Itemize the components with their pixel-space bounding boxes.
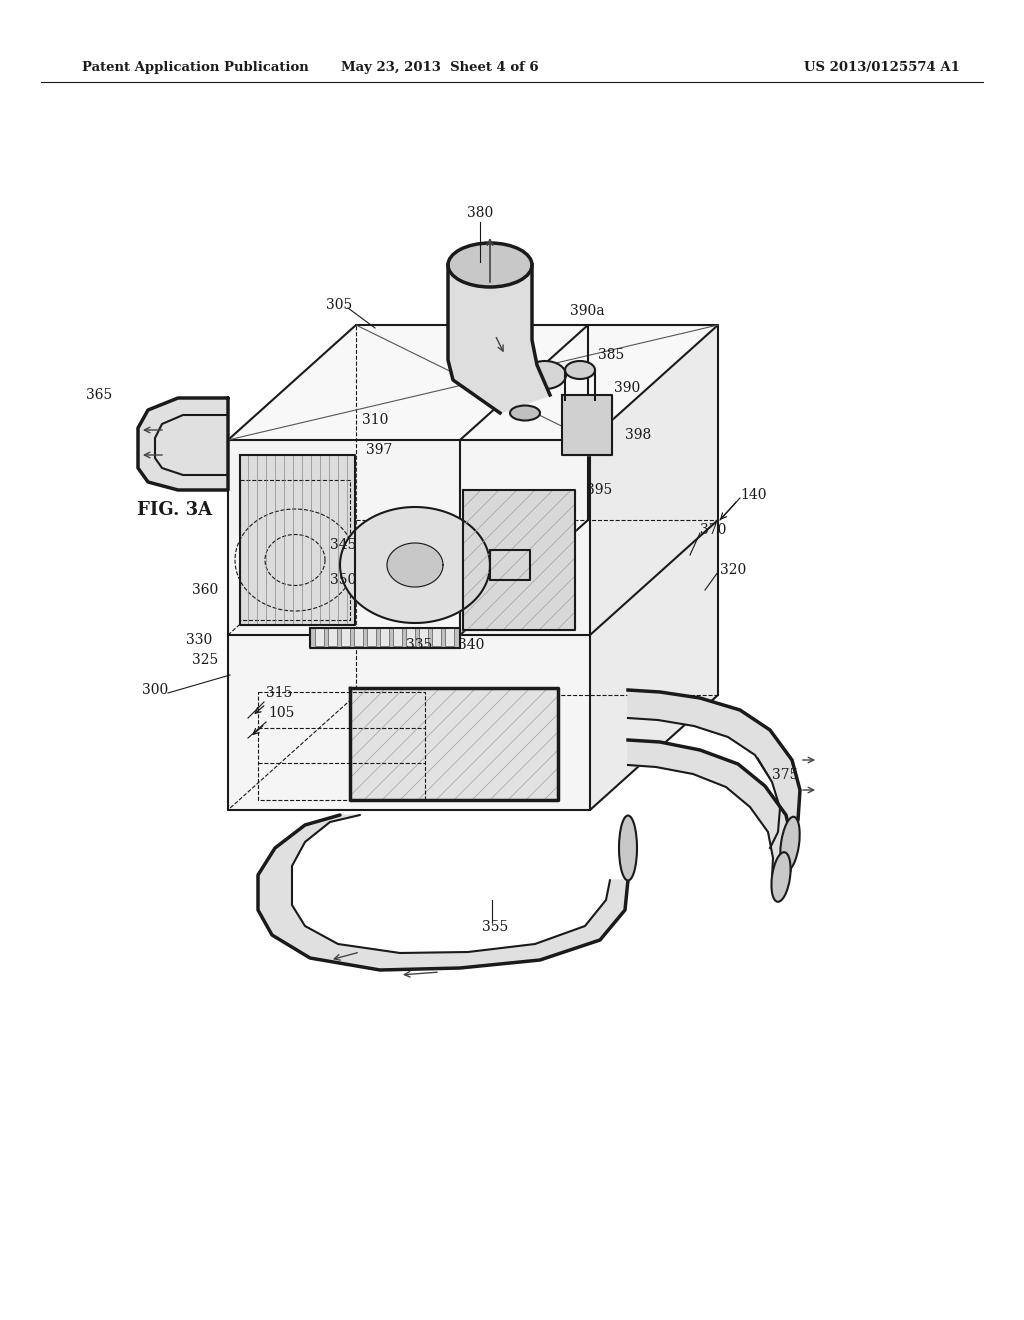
- Text: US 2013/0125574 A1: US 2013/0125574 A1: [804, 62, 961, 74]
- Polygon shape: [138, 399, 228, 490]
- Text: 105: 105: [268, 706, 294, 719]
- Polygon shape: [590, 325, 718, 810]
- Text: FIG. 3A: FIG. 3A: [137, 502, 213, 519]
- Polygon shape: [628, 690, 800, 847]
- Bar: [393, 628, 402, 645]
- Text: 365: 365: [86, 388, 112, 403]
- Text: 375: 375: [772, 768, 799, 781]
- Text: 350: 350: [330, 573, 356, 587]
- Text: 340: 340: [458, 638, 484, 652]
- Polygon shape: [240, 455, 355, 624]
- Ellipse shape: [771, 853, 791, 902]
- Bar: [445, 628, 454, 645]
- Bar: [367, 628, 376, 645]
- Bar: [341, 628, 350, 645]
- Text: 390a: 390a: [570, 304, 604, 318]
- Bar: [406, 628, 415, 645]
- Polygon shape: [562, 395, 612, 455]
- Text: 355: 355: [482, 920, 508, 935]
- Text: 380: 380: [467, 206, 494, 220]
- Ellipse shape: [524, 360, 566, 389]
- Polygon shape: [258, 814, 628, 970]
- Polygon shape: [310, 628, 460, 648]
- Text: 385: 385: [598, 348, 625, 362]
- Polygon shape: [228, 440, 590, 810]
- Text: 395: 395: [586, 483, 612, 498]
- Bar: [380, 628, 389, 645]
- Bar: [419, 628, 428, 645]
- Ellipse shape: [510, 405, 540, 421]
- Bar: [354, 628, 362, 645]
- Polygon shape: [449, 265, 550, 413]
- Bar: [432, 628, 441, 645]
- Text: 305: 305: [326, 298, 352, 312]
- Polygon shape: [340, 507, 490, 623]
- Text: 370: 370: [700, 523, 726, 537]
- Text: 330: 330: [185, 634, 212, 647]
- Text: 315: 315: [266, 686, 293, 700]
- Text: 140: 140: [740, 488, 767, 502]
- Text: 390: 390: [614, 381, 640, 395]
- Polygon shape: [490, 550, 530, 579]
- Text: 310: 310: [361, 413, 388, 426]
- Text: 335: 335: [406, 638, 432, 652]
- Text: 397: 397: [366, 444, 392, 457]
- Polygon shape: [228, 696, 718, 810]
- Polygon shape: [463, 490, 575, 630]
- Polygon shape: [628, 741, 793, 878]
- Bar: [315, 628, 324, 645]
- Text: 320: 320: [720, 564, 746, 577]
- Ellipse shape: [618, 816, 637, 880]
- Ellipse shape: [449, 243, 532, 286]
- Polygon shape: [228, 325, 718, 440]
- Text: May 23, 2013  Sheet 4 of 6: May 23, 2013 Sheet 4 of 6: [341, 62, 539, 74]
- Ellipse shape: [501, 374, 543, 403]
- Text: Patent Application Publication: Patent Application Publication: [82, 62, 309, 74]
- Polygon shape: [350, 688, 558, 800]
- Ellipse shape: [565, 360, 595, 379]
- Text: 398: 398: [625, 428, 651, 442]
- Text: 345: 345: [330, 539, 356, 552]
- Bar: [328, 628, 337, 645]
- Text: 300: 300: [141, 682, 168, 697]
- Text: 325: 325: [191, 653, 218, 667]
- Ellipse shape: [780, 817, 800, 871]
- Text: 360: 360: [191, 583, 218, 597]
- Polygon shape: [228, 325, 356, 810]
- Polygon shape: [387, 543, 443, 587]
